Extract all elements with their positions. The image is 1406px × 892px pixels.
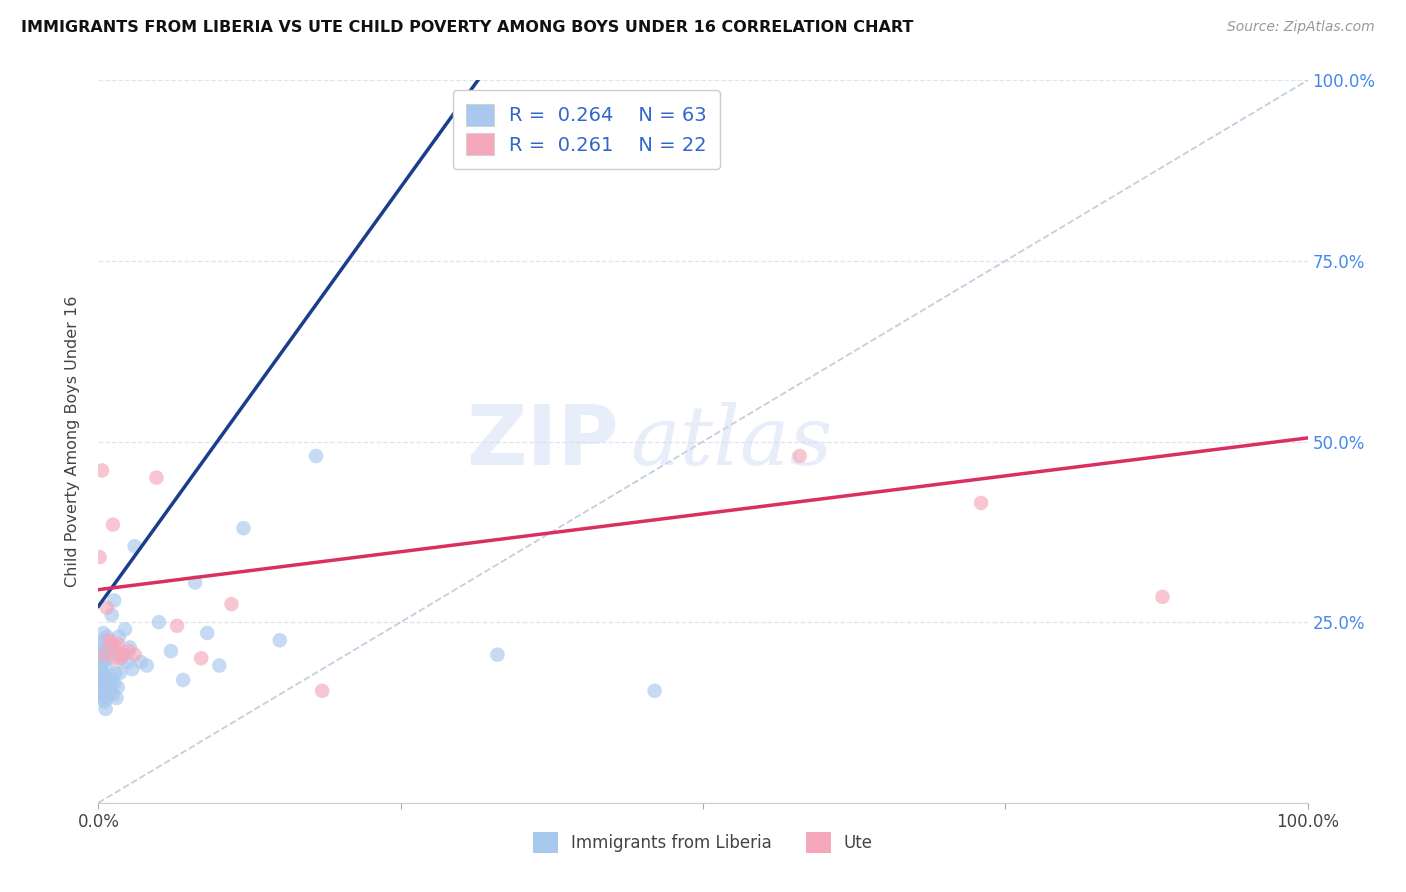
Point	[114, 623, 136, 637]
Point	[160, 644, 183, 658]
Point	[91, 655, 114, 669]
Text: atlas: atlas	[630, 401, 832, 482]
Point	[89, 658, 111, 673]
Point	[96, 662, 118, 676]
Point	[108, 665, 131, 680]
Point	[110, 651, 132, 665]
Point	[94, 702, 117, 716]
Point	[121, 662, 143, 676]
Point	[97, 651, 120, 665]
Text: ZIP: ZIP	[465, 401, 619, 482]
Point	[98, 640, 121, 655]
Point	[644, 683, 666, 698]
Point	[96, 691, 118, 706]
Point	[486, 648, 509, 662]
Point	[98, 676, 121, 690]
Point	[145, 470, 167, 484]
Point	[94, 683, 117, 698]
Point	[103, 676, 125, 690]
Point	[89, 648, 111, 662]
Point	[91, 673, 114, 687]
Point	[118, 640, 141, 655]
Point	[100, 607, 122, 622]
Point	[89, 550, 111, 565]
Point	[93, 695, 115, 709]
Point	[93, 633, 115, 648]
Point	[93, 651, 115, 665]
Point	[100, 683, 122, 698]
Point	[101, 687, 124, 701]
Point	[118, 644, 141, 658]
Point	[221, 597, 243, 611]
Point	[104, 665, 127, 680]
Point	[105, 691, 128, 706]
Point	[129, 655, 152, 669]
Point	[90, 673, 112, 687]
Point	[111, 648, 134, 662]
Point	[89, 669, 111, 683]
Point	[970, 496, 993, 510]
Point	[305, 449, 328, 463]
Point	[107, 680, 129, 694]
Point	[96, 600, 118, 615]
Point	[101, 640, 124, 655]
Point	[101, 517, 124, 532]
Point	[190, 651, 212, 665]
Point	[111, 648, 134, 662]
Point	[269, 633, 291, 648]
Point	[90, 644, 112, 658]
Point	[100, 673, 122, 687]
Point	[91, 687, 114, 701]
Y-axis label: Child Poverty Among Boys Under 16: Child Poverty Among Boys Under 16	[65, 296, 80, 587]
Point	[91, 637, 114, 651]
Point	[100, 637, 122, 651]
Point	[91, 463, 114, 477]
Point	[184, 575, 207, 590]
Point	[93, 680, 115, 694]
Point	[105, 640, 128, 655]
Point	[108, 630, 131, 644]
Text: Source: ZipAtlas.com: Source: ZipAtlas.com	[1227, 20, 1375, 34]
Point	[90, 683, 112, 698]
Point	[195, 626, 218, 640]
Legend: Immigrants from Liberia, Ute: Immigrants from Liberia, Ute	[526, 826, 880, 860]
Point	[789, 449, 811, 463]
Point	[91, 665, 114, 680]
Point	[208, 658, 231, 673]
Point	[311, 683, 333, 698]
Point	[91, 676, 114, 690]
Point	[1152, 590, 1174, 604]
Point	[166, 619, 188, 633]
Point	[103, 593, 125, 607]
Point	[104, 651, 127, 665]
Point	[124, 648, 146, 662]
Point	[100, 644, 122, 658]
Point	[90, 662, 112, 676]
Point	[93, 648, 115, 662]
Point	[98, 633, 121, 648]
Point	[96, 630, 118, 644]
Point	[135, 658, 157, 673]
Point	[94, 644, 117, 658]
Point	[172, 673, 194, 687]
Point	[97, 687, 120, 701]
Point	[108, 651, 131, 665]
Point	[93, 669, 115, 683]
Point	[232, 521, 254, 535]
Point	[124, 539, 146, 553]
Point	[91, 626, 114, 640]
Point	[117, 655, 139, 669]
Point	[91, 691, 114, 706]
Point	[107, 637, 129, 651]
Point	[148, 615, 170, 630]
Text: IMMIGRANTS FROM LIBERIA VS UTE CHILD POVERTY AMONG BOYS UNDER 16 CORRELATION CHA: IMMIGRANTS FROM LIBERIA VS UTE CHILD POV…	[21, 20, 914, 35]
